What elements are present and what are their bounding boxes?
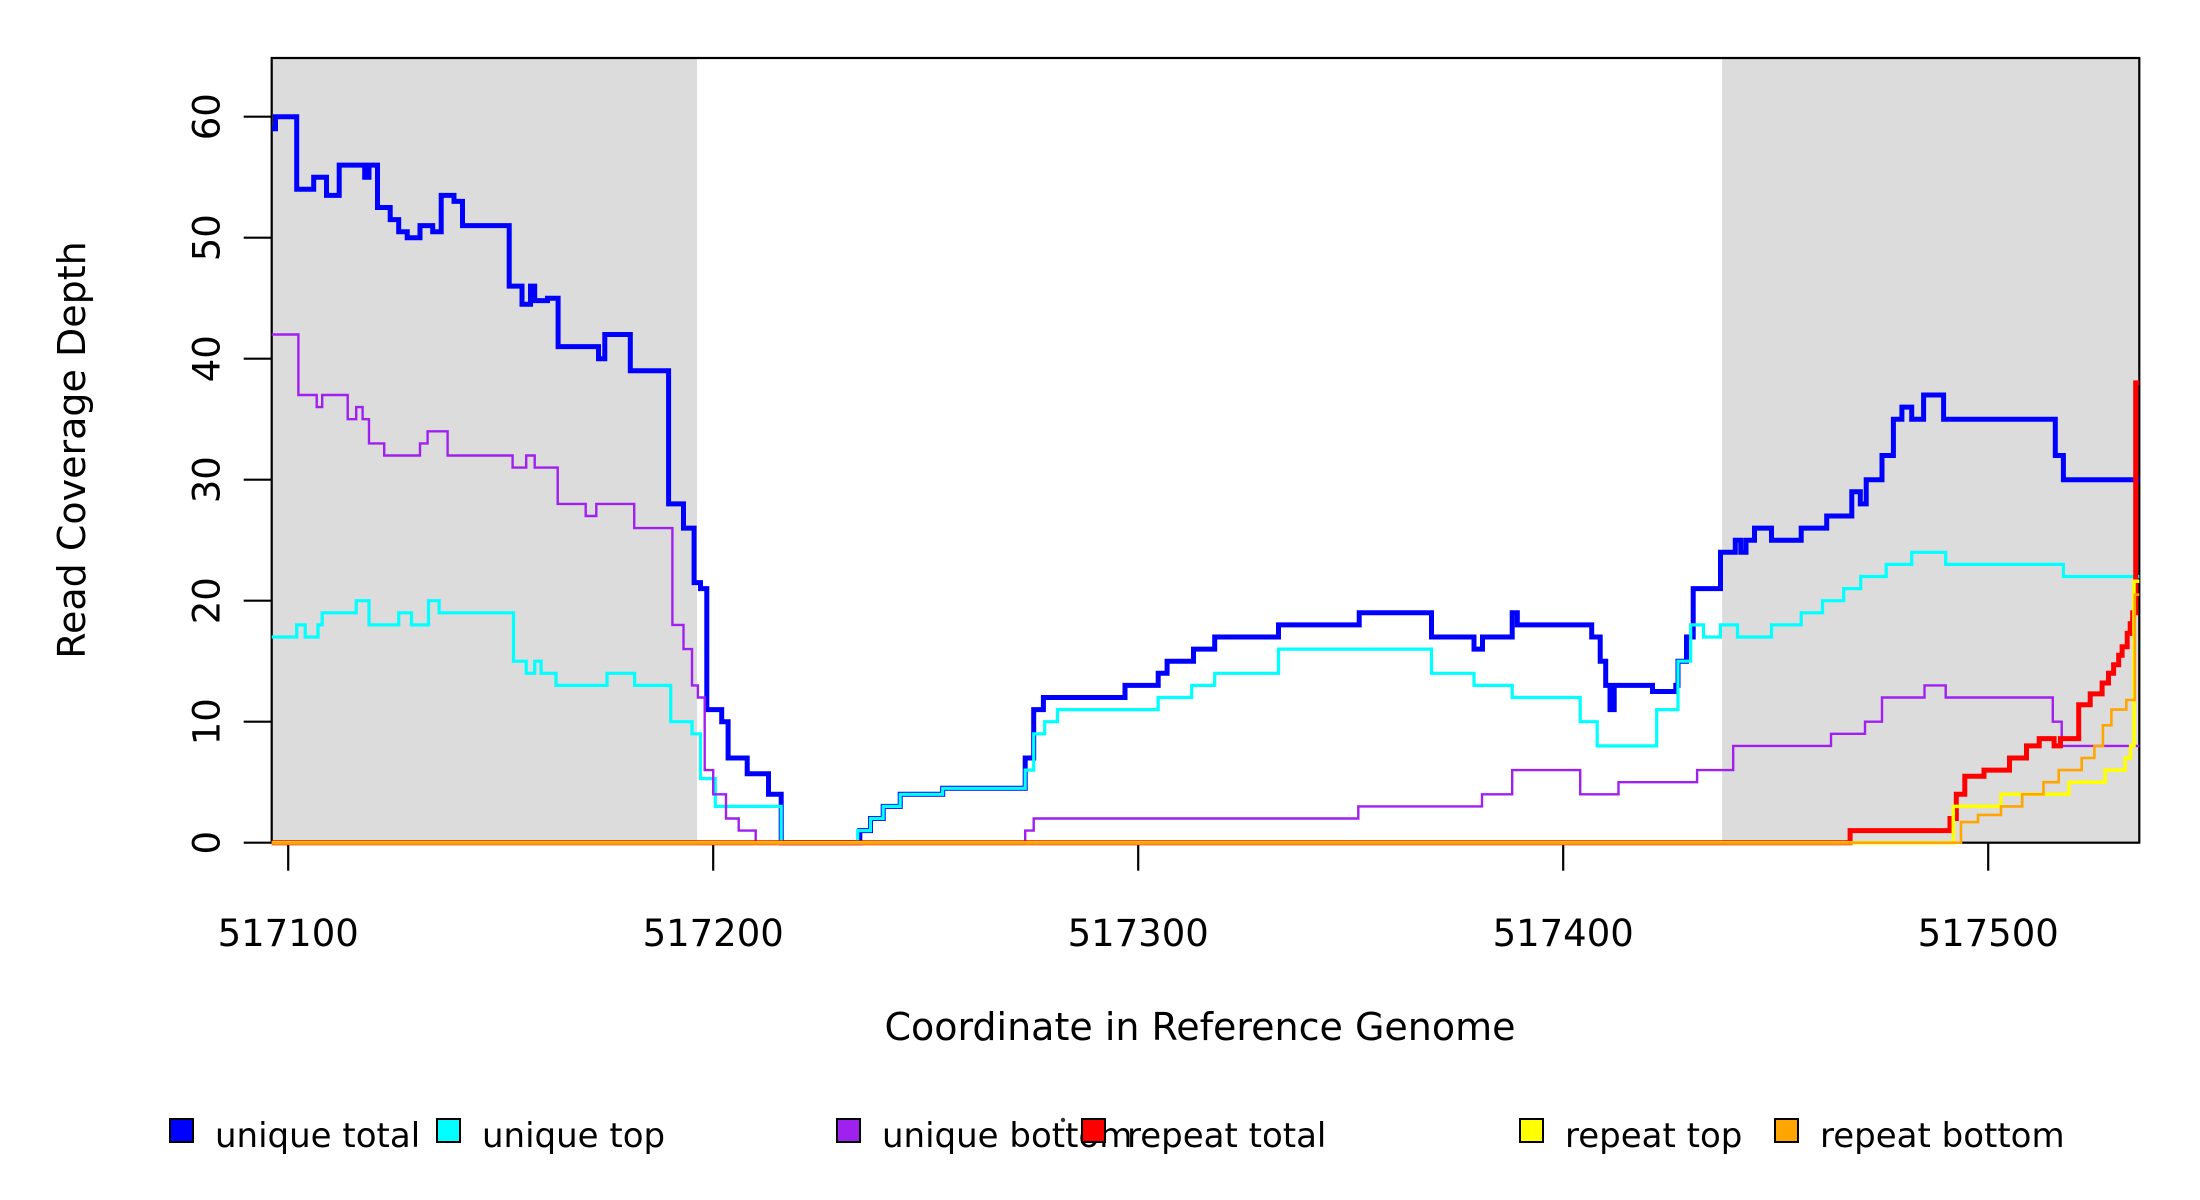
shaded-regions (272, 58, 2140, 843)
legend-swatch (836, 1118, 861, 1143)
legend-item-label: repeat bottom (1820, 1116, 2065, 1156)
series-line-repeat-total (271, 380, 2140, 846)
legend-item-label: repeat total (1127, 1116, 1326, 1156)
y-axis-title: Read Coverage Depth (50, 241, 94, 658)
axes: 517100 517200 517300 517400 517500 0 10 20 30 40 5… (186, 56, 2141, 955)
shaded-region (272, 58, 698, 843)
data-series (271, 114, 2140, 846)
x-axis-title: Coordinate in Reference Genome (884, 1005, 1515, 1049)
y-tick-label: 60 (186, 93, 229, 140)
stray-dot (1060, 1117, 1066, 1123)
x-tick-label: 517300 (1068, 912, 1209, 955)
legend-swatch (1774, 1118, 1799, 1143)
series-line-unique-total (271, 114, 2140, 846)
x-tick-label: 517100 (218, 912, 359, 955)
y-tick-label: 40 (186, 335, 229, 382)
x-tick-label: 517200 (643, 912, 784, 955)
legend-item-label: unique top (482, 1116, 665, 1156)
series-line-unique-top (271, 550, 2140, 845)
y-tick-label: 20 (186, 577, 229, 624)
shaded-region (1722, 58, 2140, 843)
legend-swatch (1519, 1118, 1544, 1143)
legend-item: unique total (169, 1116, 420, 1156)
y-tick-label: 0 (186, 831, 229, 855)
y-tick-label: 10 (186, 698, 229, 745)
legend-item: repeat bottom (1774, 1116, 2065, 1156)
legend-item: repeat total (1081, 1116, 1326, 1156)
x-tick-label: 517500 (1918, 912, 2059, 955)
legend-item: unique top (436, 1116, 665, 1156)
legend-item-label: unique total (215, 1116, 420, 1156)
legend-swatch (169, 1118, 194, 1143)
x-tick-label: 517400 (1493, 912, 1634, 955)
legend-swatch (1081, 1118, 1106, 1143)
legend: unique total unique top unique bottomrepea… (169, 1116, 2065, 1156)
series-line-unique-bottom (271, 333, 2140, 844)
legend-item: repeat top (1519, 1116, 1742, 1156)
y-tick-label: 50 (186, 214, 229, 261)
legend-item-label: repeat top (1565, 1116, 1742, 1156)
series-line-repeat-bottom (271, 593, 2140, 844)
y-tick-label: 30 (186, 456, 229, 503)
series-line-repeat-top (271, 579, 2140, 845)
legend-swatch (436, 1118, 461, 1143)
